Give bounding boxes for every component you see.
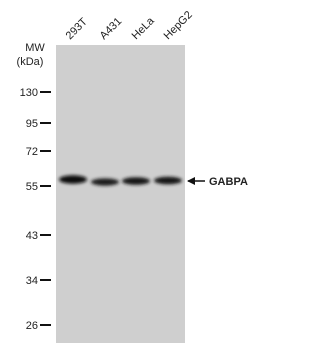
lane-label: HepG2	[162, 9, 195, 42]
marker-label: 72	[26, 146, 38, 158]
lane-label: A431	[98, 15, 125, 42]
lane-label: HeLa	[130, 14, 158, 42]
band	[91, 178, 119, 185]
blot-figure: MW (kDa) 293T A431 HeLa HepG2 130 95 72 55 4…	[0, 0, 263, 343]
marker-label: 55	[26, 181, 38, 193]
band	[122, 177, 150, 185]
membrane	[56, 45, 185, 343]
mw-unit: (kDa)	[17, 56, 44, 68]
marker-label: 26	[26, 320, 38, 332]
lane-label: 293T	[64, 16, 90, 42]
arrow-head	[187, 177, 195, 185]
marker-label: 130	[20, 87, 38, 99]
marker-ladder: 130 95 72 55 43 34 26	[20, 87, 51, 332]
band	[154, 177, 182, 185]
marker-label: 43	[26, 230, 38, 242]
marker-label: 34	[26, 275, 38, 287]
mw-header: MW	[25, 42, 45, 54]
band-label: GABPA	[209, 176, 248, 188]
marker-label: 95	[26, 118, 38, 130]
band	[59, 175, 87, 183]
